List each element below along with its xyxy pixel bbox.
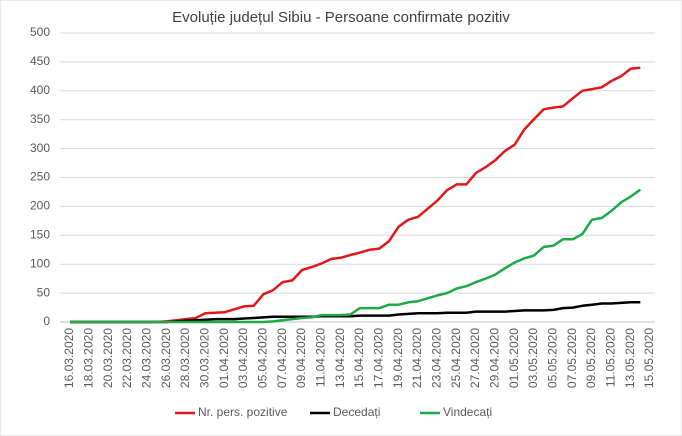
y-tick-label: 450: [30, 54, 50, 68]
x-tick-label: 17.04.2020: [372, 328, 386, 388]
x-tick-label: 28.03.2020: [178, 328, 192, 388]
x-tick-label: 07.05.2020: [565, 328, 579, 388]
y-tick-label: 50: [37, 285, 51, 299]
x-tick-label: 26.03.2020: [159, 328, 173, 388]
y-tick-label: 350: [30, 112, 50, 126]
y-tick-label: 300: [30, 141, 50, 155]
x-tick-label: 27.04.2020: [468, 328, 482, 388]
x-tick-label: 19.04.2020: [391, 328, 405, 388]
x-tick-label: 18.03.2020: [82, 328, 96, 388]
x-tick-label: 03.04.2020: [236, 328, 250, 388]
x-tick-label: 09.04.2020: [294, 328, 308, 388]
x-tick-label: 22.03.2020: [120, 328, 134, 388]
legend-label: Vindecați: [443, 405, 492, 419]
y-tick-label: 500: [30, 25, 50, 39]
legend-label: Decedați: [333, 405, 380, 419]
legend-label: Nr. pers. pozitive: [198, 405, 288, 419]
x-tick-label: 21.04.2020: [410, 328, 424, 388]
x-tick-label: 25.04.2020: [449, 328, 463, 388]
x-tick-label: 11.05.2020: [604, 328, 618, 387]
y-tick-label: 250: [30, 170, 50, 184]
x-tick-label: 05.04.2020: [256, 328, 270, 388]
x-tick-label: 20.03.2020: [101, 328, 115, 388]
x-tick-label: 30.03.2020: [198, 328, 212, 388]
x-tick-label: 23.04.2020: [430, 328, 444, 388]
x-tick-label: 07.04.2020: [275, 328, 289, 388]
y-tick-label: 0: [43, 314, 50, 328]
chart-title: Evoluție județul Sibiu - Persoane confir…: [172, 9, 510, 26]
x-tick-label: 24.03.2020: [140, 328, 154, 388]
x-tick-label: 01.04.2020: [217, 328, 231, 388]
x-tick-label: 16.03.2020: [62, 328, 76, 388]
x-tick-label: 11.04.2020: [314, 328, 328, 387]
x-tick-label: 13.04.2020: [333, 328, 347, 388]
x-tick-label: 29.04.2020: [488, 328, 502, 388]
series-line: [70, 188, 642, 324]
x-tick-label: 01.05.2020: [507, 328, 521, 388]
y-tick-label: 100: [30, 256, 50, 270]
x-tick-label: 05.05.2020: [546, 328, 560, 388]
y-tick-label: 400: [30, 83, 50, 97]
x-tick-label: 15.05.2020: [642, 328, 656, 388]
y-tick-label: 150: [30, 227, 50, 241]
y-tick-label: 200: [30, 199, 50, 213]
x-tick-label: 09.05.2020: [584, 328, 598, 388]
x-tick-label: 13.05.2020: [623, 328, 637, 388]
x-tick-label: 03.05.2020: [526, 328, 540, 388]
x-tick-label: 15.04.2020: [352, 328, 366, 388]
